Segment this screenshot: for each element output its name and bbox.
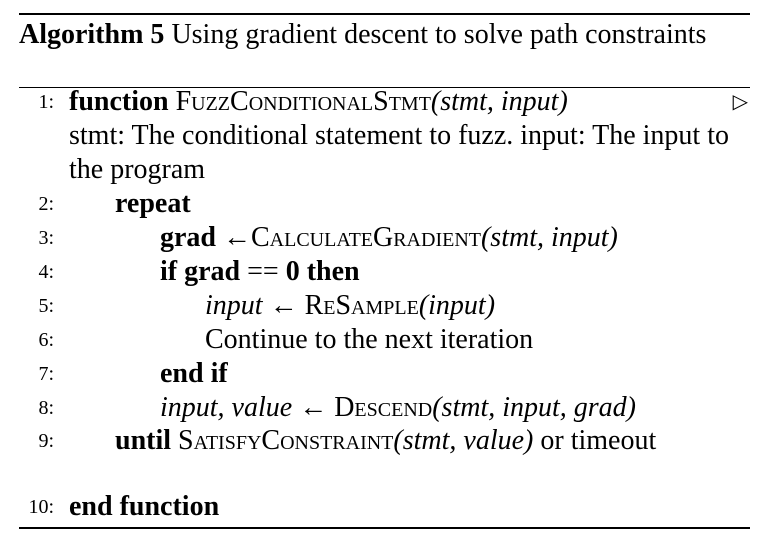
keyword: if: [160, 256, 178, 287]
variable: grad: [160, 222, 216, 253]
line-body: if grad == 0 then: [160, 255, 360, 289]
line-number: 9:: [38, 430, 54, 452]
function-args: (stmt, input): [480, 222, 618, 253]
function-args: (stmt, value): [393, 425, 534, 456]
function-name: ReSample: [304, 290, 419, 321]
algorithm-line-10: 10: end function: [0, 490, 772, 524]
variable: grad: [184, 256, 241, 287]
algorithm-line-2: 2: repeat: [0, 187, 772, 221]
algorithm-line-3: 3: grad ←CalculateGradient(stmt, input): [0, 221, 772, 255]
caption-rule: [19, 87, 750, 88]
variable: input: [205, 290, 263, 321]
bottom-rule: [19, 527, 750, 529]
function-name: FuzzConditionalStmt: [175, 86, 431, 117]
caption-label: Algorithm 5: [19, 19, 165, 50]
function-args: (input): [418, 290, 496, 321]
line-9-body: until SatisfyConstraint(stmt, value) or …: [115, 424, 750, 458]
line-number: 8:: [38, 397, 54, 419]
keyword: then: [306, 256, 360, 287]
operator: ==: [247, 256, 279, 287]
keyword: function: [69, 86, 169, 117]
function-args: (stmt, input, grad): [432, 392, 636, 423]
constant: 0: [285, 256, 300, 287]
keyword: until: [115, 425, 172, 456]
algorithm-line-5: 5: input ← ReSample(input): [0, 289, 772, 323]
keyword: end function: [69, 491, 220, 522]
variable: input, value: [160, 392, 293, 423]
algorithm-line-6: 6: Continue to the next iteration: [0, 323, 772, 357]
top-rule: [19, 13, 750, 15]
line-number: 10:: [28, 496, 54, 518]
arrow-icon: ←: [299, 392, 328, 423]
function-name: Descend: [334, 392, 433, 423]
line-text: Continue to the next iteration: [205, 324, 534, 355]
algorithm-caption: Algorithm 5 Using gradient descent to so…: [19, 18, 750, 51]
line-number: 5:: [38, 295, 54, 317]
line-tail: or timeout: [540, 425, 657, 456]
keyword: repeat: [115, 188, 191, 219]
line-1-comment: stmt: The conditional statement to fuzz.…: [69, 120, 729, 185]
algorithm-line-8: 8: input, value ← Descend(stmt, input, g…: [0, 391, 772, 425]
line-number: 7:: [38, 363, 54, 385]
line-body: input ← ReSample(input): [205, 289, 495, 323]
comment-triangle-icon: ▷: [732, 91, 748, 113]
caption-text: Using gradient descent to solve path con…: [171, 19, 707, 50]
algorithm-line-4: 4: if grad == 0 then: [0, 255, 772, 289]
line-number: 1:: [38, 91, 54, 113]
line-number: 2:: [38, 193, 54, 215]
function-name: SatisfyConstraint: [178, 425, 394, 456]
line-body: function FuzzConditionalStmt(stmt, input…: [69, 85, 568, 119]
keyword: end if: [160, 358, 228, 389]
arrow-icon: ←: [269, 290, 298, 321]
algorithm-line-7: 7: end if: [0, 357, 772, 391]
line-body: input, value ← Descend(stmt, input, grad…: [160, 391, 636, 425]
algorithm-line-1: 1: function FuzzConditionalStmt(stmt, in…: [0, 85, 772, 119]
algorithm-line-9: 9:: [0, 424, 772, 458]
line-body: grad ←CalculateGradient(stmt, input): [160, 221, 618, 255]
line-number: 6:: [38, 329, 54, 351]
line-number: 3:: [38, 227, 54, 249]
arrow-icon: ←: [223, 222, 251, 253]
function-args: (stmt, input): [430, 86, 568, 117]
line-number: 4:: [38, 261, 54, 283]
function-name: CalculateGradient: [251, 222, 481, 253]
